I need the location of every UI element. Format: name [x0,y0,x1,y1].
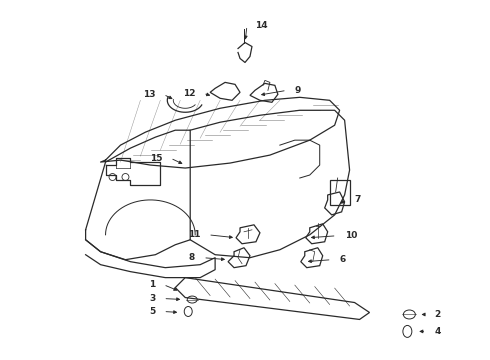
Text: 8: 8 [189,253,195,262]
Text: 4: 4 [434,327,441,336]
Text: 10: 10 [344,231,357,240]
Text: 11: 11 [188,230,200,239]
Text: 14: 14 [255,21,268,30]
Text: 2: 2 [434,310,441,319]
Text: 15: 15 [150,154,162,163]
Text: 12: 12 [183,89,195,98]
Text: 6: 6 [340,255,346,264]
Text: 9: 9 [295,86,301,95]
Text: 1: 1 [149,280,155,289]
Text: 7: 7 [355,195,361,204]
Text: 13: 13 [143,90,155,99]
Text: 5: 5 [149,307,155,316]
Text: 3: 3 [149,294,155,303]
